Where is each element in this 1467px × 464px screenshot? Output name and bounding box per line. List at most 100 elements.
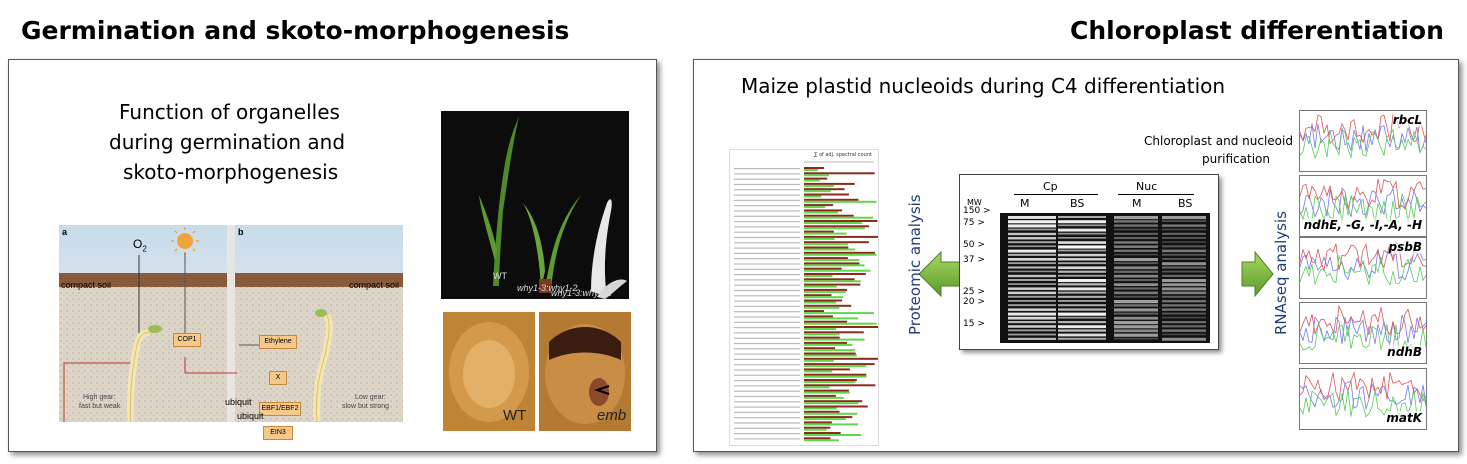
bar-row-label [734, 173, 800, 175]
gel-band [1008, 245, 1056, 248]
rnaseq-trace-plot [1300, 304, 1426, 352]
gel-bands-svg [1008, 216, 1206, 341]
bar-row-green [804, 418, 846, 421]
gel-band [1058, 337, 1106, 340]
bar-row-dark [804, 347, 836, 350]
gel-marker-25: 25 > [963, 287, 985, 297]
rnaseq-trace-3: psbB [1299, 237, 1427, 299]
bar-row-dark [804, 304, 852, 307]
gel-band [1162, 216, 1206, 220]
bar-row-label [734, 226, 800, 228]
gel-band [1008, 224, 1056, 228]
kernel-emb-label: emb [597, 407, 627, 424]
gel-band [1114, 270, 1158, 273]
panel-a-soil [59, 277, 227, 422]
bar-row-green [804, 184, 835, 187]
bar-row-green [804, 434, 862, 436]
bar-row-dark [804, 363, 875, 366]
bar-row-green [804, 190, 831, 193]
maize-plants-drawing [479, 117, 627, 299]
o2-letter: O [133, 237, 143, 251]
bar-row-dark [804, 182, 855, 185]
gel-band [1058, 279, 1106, 283]
bar-row-green [804, 306, 840, 309]
bar-chart-svg [734, 161, 878, 442]
bar-row-dark [804, 315, 833, 318]
gel-band [1162, 220, 1206, 222]
bar-row-dark [804, 209, 843, 212]
gel-band [1162, 300, 1206, 303]
trace-line [1300, 389, 1426, 418]
bar-row-label [734, 401, 800, 403]
kernel-wt-drawing [449, 322, 529, 422]
bar-row-green [804, 391, 850, 394]
gel-band [1058, 258, 1106, 261]
bar-row-green [804, 354, 857, 357]
gel-nuc-underline [1118, 194, 1194, 195]
bar-row-dark [804, 288, 848, 291]
gel-marker-20: 20 > [963, 297, 985, 307]
trace-line [1300, 249, 1426, 281]
gel-band [1058, 295, 1106, 298]
bar-row-green [804, 439, 839, 442]
gel-band [1114, 321, 1158, 325]
bar-row-dark [804, 167, 824, 169]
organelle-title-line-3: skoto-morphogenesis [123, 160, 339, 184]
plant-mutant-1-label: why1-3:why1-2 [517, 283, 578, 293]
bar-row-dark [804, 267, 842, 270]
bar-row-green [804, 365, 867, 368]
bar-row-label [734, 289, 800, 292]
bar-row-dark [804, 389, 849, 392]
bar-row-dark [804, 384, 876, 387]
gel-band [1162, 245, 1206, 248]
gel-band [1162, 295, 1206, 298]
gel-band [1114, 220, 1158, 223]
bar-row-label [734, 348, 800, 350]
trace-line [1300, 178, 1426, 210]
bar-row-green [804, 375, 867, 378]
bar-row-dark [804, 198, 859, 201]
panel-b-label: b [238, 227, 244, 237]
bar-row-label [734, 183, 800, 186]
gel-band [1114, 337, 1158, 340]
gel-band [1008, 329, 1056, 332]
gel-band [1114, 308, 1158, 312]
bar-row-label [734, 199, 800, 201]
gel-band [1162, 333, 1206, 336]
gel-band [1114, 295, 1158, 298]
gel-band [1058, 287, 1106, 291]
bar-row-green [804, 396, 844, 399]
gel-band [1008, 304, 1056, 307]
rnaseq-trace-label-2: ndhE, -G, -I,-A, -H [1303, 218, 1422, 232]
rnaseq-trace-5: matK [1299, 368, 1427, 430]
bar-row-dark [804, 241, 869, 244]
left-heading: Germination and skoto-morphogenesis [21, 16, 570, 45]
gel-lane-3-label: M [1132, 197, 1142, 210]
gel-image [1000, 213, 1210, 343]
bar-row-label [734, 284, 800, 286]
trace-line [1300, 381, 1426, 410]
bar-row-label [734, 242, 800, 244]
gel-band [1008, 333, 1056, 336]
bar-row-label [734, 279, 800, 281]
gel-band [1008, 287, 1056, 290]
trace-line [1300, 123, 1426, 155]
gel-band [1058, 245, 1106, 249]
bar-row-dark [804, 220, 878, 222]
bar-row-label [734, 327, 800, 329]
bar-row-label [734, 231, 800, 233]
bar-row-label [734, 178, 800, 180]
seedling-b-outline [316, 314, 330, 422]
bar-row-dark [804, 262, 860, 265]
gel-band [1008, 241, 1056, 244]
ubiquit-label-2: ubiquit [237, 411, 264, 421]
bar-row-green [804, 349, 856, 352]
kernel-emb-spot [589, 378, 609, 406]
gel-band [1008, 228, 1056, 231]
bar-row-label [734, 353, 800, 355]
bar-row-label [734, 210, 800, 212]
albino-plant-leaf [591, 199, 612, 297]
ein3-box: EIN3 [263, 426, 293, 440]
bar-row-green [804, 296, 844, 299]
rnaseq-trace-label-4: ndhB [1387, 345, 1422, 359]
